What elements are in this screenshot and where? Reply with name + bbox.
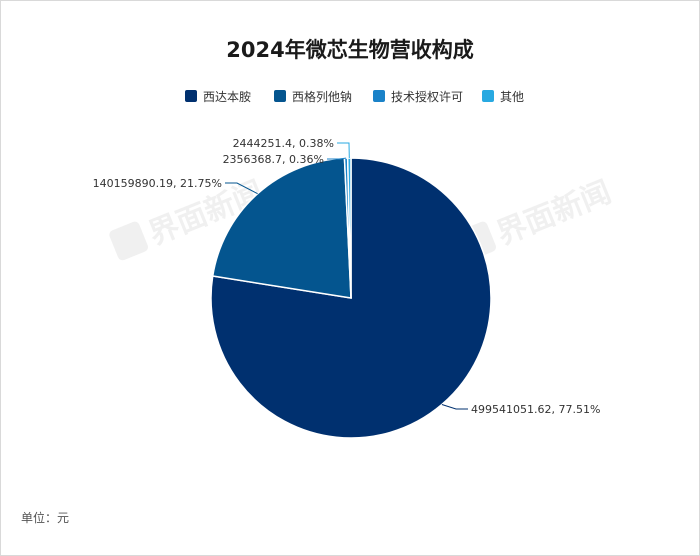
leader-line-4 (337, 142, 350, 159)
legend-swatch-1 (185, 90, 197, 102)
pie-slice-1 (210, 157, 492, 439)
legend-item-4: 其他 (482, 90, 524, 104)
unit-footnote: 单位：元 (21, 510, 69, 525)
legend: 西达本胺 西格列他钠 技术授权许可 其他 (185, 89, 524, 104)
legend-item-2: 西格列他钠 (274, 89, 352, 104)
slice-labels: 499541051.62, 77.51% 140159890.19, 21.75%… (93, 137, 601, 416)
legend-item-3: 技术授权许可 (373, 89, 463, 104)
leader-line-2 (225, 182, 258, 195)
legend-label-3: 技术授权许可 (391, 89, 463, 104)
svg-text:界面新闻: 界面新闻 (492, 175, 616, 252)
legend-swatch-2 (274, 90, 286, 102)
pie-slice-4 (346, 157, 352, 299)
legend-swatch-4 (482, 90, 494, 102)
leader-line-1 (441, 404, 468, 410)
legend-label-1: 西达本胺 (203, 90, 251, 104)
legend-item-1: 西达本胺 (185, 90, 251, 104)
leader-line-3 (327, 157, 347, 160)
slice-label-2: 140159890.19, 21.75% (93, 177, 222, 190)
slice-label-4: 2444251.4, 0.38% (233, 137, 334, 150)
legend-swatch-3 (373, 90, 385, 102)
slice-label-1: 499541051.62, 77.51% (471, 403, 600, 416)
pie-slice-2 (211, 157, 352, 299)
chart-title: 2024年微芯生物营收构成 (226, 38, 473, 62)
legend-label-2: 西格列他钠 (292, 89, 352, 104)
pie-slices (210, 157, 492, 439)
slice-label-3: 2356368.7, 0.36% (223, 153, 324, 166)
legend-label-4: 其他 (500, 90, 524, 104)
